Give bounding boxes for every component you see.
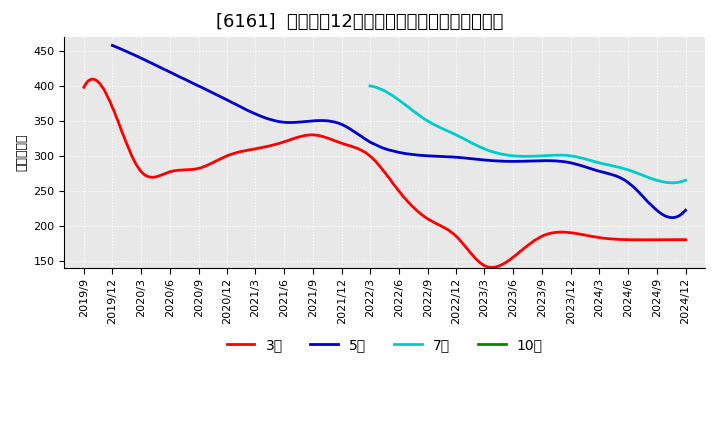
- Legend: 3年, 5年, 7年, 10年: 3年, 5年, 7年, 10年: [221, 333, 549, 358]
- Text: [6161]  経常利益12か月移動合計の標準偏差の推移: [6161] 経常利益12か月移動合計の標準偏差の推移: [216, 13, 504, 31]
- Y-axis label: （百万円）: （百万円）: [15, 134, 28, 171]
